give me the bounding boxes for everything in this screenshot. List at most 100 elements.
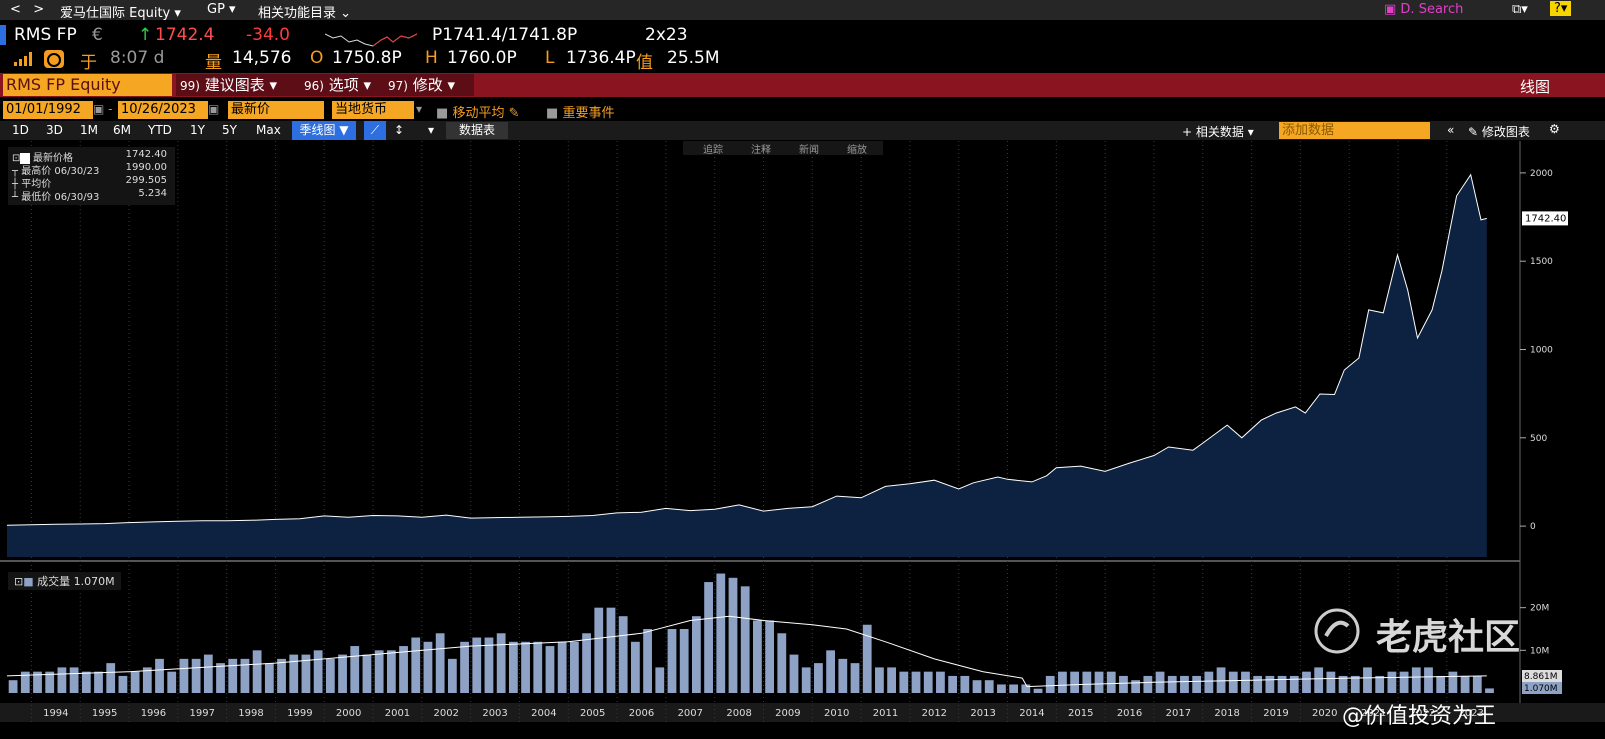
volume-bar	[691, 616, 701, 693]
menu-button[interactable]: 99) 建议图表 ▾	[176, 74, 300, 96]
period-button[interactable]: 6M	[113, 123, 131, 137]
source-menu[interactable]: GP ▾	[207, 2, 236, 17]
period-button[interactable]: Max	[256, 123, 281, 137]
x-tick-label: 2023	[1458, 708, 1483, 719]
help[interactable]: ?▾	[1550, 1, 1572, 16]
settings[interactable]: ⚙	[1549, 122, 1560, 136]
volume-bar	[1338, 675, 1348, 693]
volume-bar	[972, 680, 982, 693]
volume-bar	[484, 637, 494, 693]
volume-bar	[521, 641, 530, 693]
legend-row: ⊡■ 最新价格	[12, 153, 74, 164]
value-label: 值	[636, 53, 653, 73]
legend-value: 5.234	[138, 188, 167, 199]
bid-ask: P1741.4/1741.8P	[432, 25, 578, 45]
x-tick-label: 2014	[1019, 708, 1044, 719]
up-arrow: ↑	[138, 25, 153, 45]
volume-bar	[1021, 684, 1031, 693]
volume-bar	[862, 624, 872, 693]
volume-bar	[252, 650, 262, 693]
volume-bar	[1302, 671, 1311, 693]
period-button[interactable]: 1D	[12, 123, 29, 137]
volume-bar	[1070, 671, 1080, 693]
volume-bar	[313, 650, 323, 693]
period-button[interactable]: 3D	[46, 123, 63, 137]
x-tick-label: 2018	[1214, 708, 1239, 719]
chart-tool[interactable]: 缩放	[847, 145, 867, 156]
volume-bar	[301, 654, 311, 693]
security-menu[interactable]: 爱马仕国际 Equity ▾	[60, 6, 181, 21]
marker	[0, 25, 6, 45]
x-tick-label: 2013	[970, 708, 995, 719]
volume-bar	[984, 680, 994, 693]
x-tick-label: 2021	[1361, 708, 1386, 719]
volume-bar	[191, 658, 201, 693]
search[interactable]: ▣ D. Search	[1384, 2, 1464, 17]
volume-bar	[1289, 675, 1299, 693]
chart-tool[interactable]: 注释	[751, 145, 771, 156]
x-tick-label: 1998	[238, 708, 263, 719]
volume-bar	[435, 633, 445, 693]
menu-code: 99)	[180, 79, 200, 93]
legend-row: ┼ 平均价	[12, 179, 52, 190]
field[interactable]: 最新价	[228, 101, 324, 119]
security-field[interactable]: RMS FP Equity	[3, 74, 172, 96]
volume-bar	[460, 641, 469, 693]
window-icon[interactable]: ⧉▾	[1512, 2, 1528, 17]
x-tick-label: 2019	[1263, 708, 1288, 719]
frequency[interactable]: 季线图 ▼	[292, 121, 356, 140]
add-data[interactable]: 添加数据	[1279, 122, 1430, 139]
ma-toggle[interactable]: ■ 移动平均 ✎	[436, 106, 520, 121]
volume: 14,576	[232, 48, 292, 68]
volume-bar	[826, 650, 836, 693]
back-button[interactable]: < >	[10, 2, 45, 17]
volume-bar	[508, 641, 518, 693]
volume-bar	[1314, 667, 1324, 693]
table-button[interactable]: 数据表	[446, 122, 508, 139]
volume-bar	[997, 684, 1006, 693]
period-button[interactable]: 1Y	[190, 123, 205, 137]
period-button[interactable]: 1M	[80, 123, 98, 137]
volume-label: 量	[205, 53, 222, 73]
dropdown[interactable]: ▾	[428, 123, 435, 137]
collapse[interactable]: «	[1447, 123, 1455, 137]
volume-bar	[203, 654, 213, 693]
currency: €	[92, 25, 103, 45]
volume-bar	[20, 671, 30, 693]
volume-bar	[167, 671, 177, 693]
period-button[interactable]: YTD	[148, 123, 172, 137]
end-date[interactable]: 10/26/2023	[118, 101, 208, 119]
calendar-icon[interactable]: ▣	[208, 102, 220, 116]
volume-bar	[350, 646, 360, 693]
related-button[interactable]: + 相关数据 ▾	[1182, 125, 1254, 139]
volume-bar	[716, 573, 726, 693]
menu-button[interactable]: 96) 选项 ▾	[300, 74, 384, 96]
x-tick-label: 2003	[482, 708, 507, 719]
menu-code: 97)	[388, 79, 408, 93]
bar-icon[interactable]: ↕	[394, 123, 405, 137]
calendar-icon[interactable]: ▣ -	[93, 102, 113, 116]
line-icon[interactable]: ⟋	[364, 121, 386, 140]
volume-bar	[728, 577, 738, 693]
chart-tool[interactable]: 追踪	[703, 145, 723, 156]
period-button[interactable]: 5Y	[222, 123, 237, 137]
currency-field[interactable]: 当地货币	[332, 101, 414, 119]
function-menu[interactable]: 相关功能目录 ⌄	[258, 6, 352, 21]
edit-chart[interactable]: ✎ 修改图表	[1468, 125, 1530, 139]
y-tick-label: 1000	[1530, 346, 1553, 356]
start-date[interactable]: 01/01/1992	[3, 101, 93, 119]
volume-bar	[789, 654, 799, 693]
volume-bar	[679, 629, 689, 693]
volume-bar	[1485, 688, 1494, 693]
volume-bar	[411, 637, 421, 693]
dropdown[interactable]: ▾	[416, 102, 423, 116]
edit-label: 修改图表	[1481, 125, 1530, 139]
events-toggle[interactable]: ■ 重要事件	[546, 106, 615, 121]
x-axis-band	[0, 703, 1605, 722]
volume-bar	[545, 646, 555, 693]
chart-tool[interactable]: 新闻	[799, 145, 819, 156]
menu-button[interactable]: 97) 修改 ▾	[384, 74, 474, 96]
x-tick-label: 1999	[287, 708, 312, 719]
x-tick-label: 2006	[629, 708, 654, 719]
open: 1750.8P	[332, 48, 402, 68]
